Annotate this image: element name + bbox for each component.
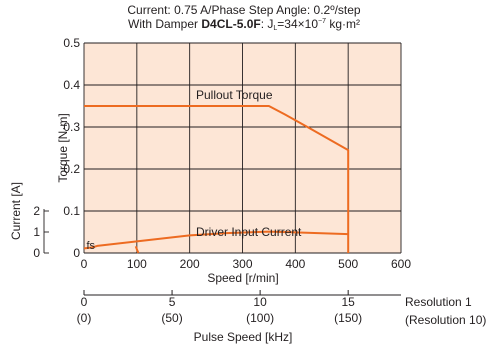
- inertia-subscript: L: [273, 25, 278, 32]
- series-line-pullout-torque: [84, 105, 350, 253]
- x-tick-label: 200: [180, 257, 200, 271]
- resolution10-label: (Resolution 10): [405, 313, 486, 327]
- pulse-axis-ticks: 0 (0) 5 (50) 10 (100) 15 (150): [77, 290, 362, 325]
- y-axis-label-current: Current [A]: [9, 182, 23, 240]
- x-axis-label: Speed [r/min]: [207, 271, 278, 285]
- tick-labels: 0 100 200 300 400 500 600 0 0.1 0.2 0.3 0.4 0.5 0 1 2: [33, 36, 411, 271]
- y-tick-label-torque: 0: [73, 246, 80, 260]
- x-tick-label: 100: [127, 257, 147, 271]
- y-axis-label-torque: Torque [N·m]: [56, 113, 70, 182]
- inertia-value: =34×10: [277, 17, 318, 31]
- resolution1-label: Resolution 1: [405, 295, 472, 309]
- curves: [83, 105, 350, 254]
- x-tick-label: 500: [338, 257, 358, 271]
- pulse-tick-sublabel: (0): [77, 311, 92, 325]
- model-name: D4CL-5.0F: [201, 17, 261, 31]
- x-tick-label: 400: [285, 257, 305, 271]
- inertia-exponent: −7: [318, 18, 326, 25]
- pulse-tick-label: 10: [253, 295, 267, 309]
- pulse-tick-label: 15: [341, 295, 355, 309]
- pulse-tick-label: 0: [81, 295, 88, 309]
- y-tick-label-current: 1: [33, 225, 40, 239]
- annotation-pullout-torque: Pullout Torque: [196, 88, 273, 102]
- y-tick-label-torque: 0.3: [63, 120, 80, 134]
- series-line-driver-input-current: [83, 230, 349, 250]
- pulse-tick-sublabel: (150): [334, 311, 362, 325]
- y-tick-label-current: 2: [33, 204, 40, 218]
- title-colon: : J: [260, 17, 274, 31]
- annotation-driver-input-current: Driver Input Current: [196, 225, 302, 239]
- x-tick-label: 0: [81, 257, 88, 271]
- y-tick-label-torque: 0.4: [63, 78, 80, 92]
- y-tick-label-torque: 0.1: [63, 204, 80, 218]
- title-prefix: With Damper: [128, 17, 202, 31]
- chart-title-line1: Current: 0.75 A/Phase Step Angle: 0.2º/s…: [127, 3, 361, 17]
- chart-title-line2: With Damper D4CL-5.0F: JL=34×10−7 kg·m²: [84, 17, 404, 32]
- series-line-fs: [134, 245, 140, 254]
- pulse-axis-label: Pulse Speed [kHz]: [194, 330, 293, 344]
- pulse-tick-label: 5: [169, 295, 176, 309]
- y-tick-label-current: 0: [33, 246, 40, 260]
- x-tick-label: 600: [391, 257, 411, 271]
- y-tick-label-torque: 0.2: [63, 162, 80, 176]
- x-tick-label: 300: [232, 257, 252, 271]
- pulse-tick-sublabel: (50): [161, 311, 182, 325]
- inertia-unit: kg·m²: [325, 17, 360, 31]
- pulse-tick-sublabel: (100): [246, 311, 274, 325]
- y-tick-label-torque: 0.5: [63, 36, 80, 50]
- annotation-fs: fs: [86, 240, 95, 252]
